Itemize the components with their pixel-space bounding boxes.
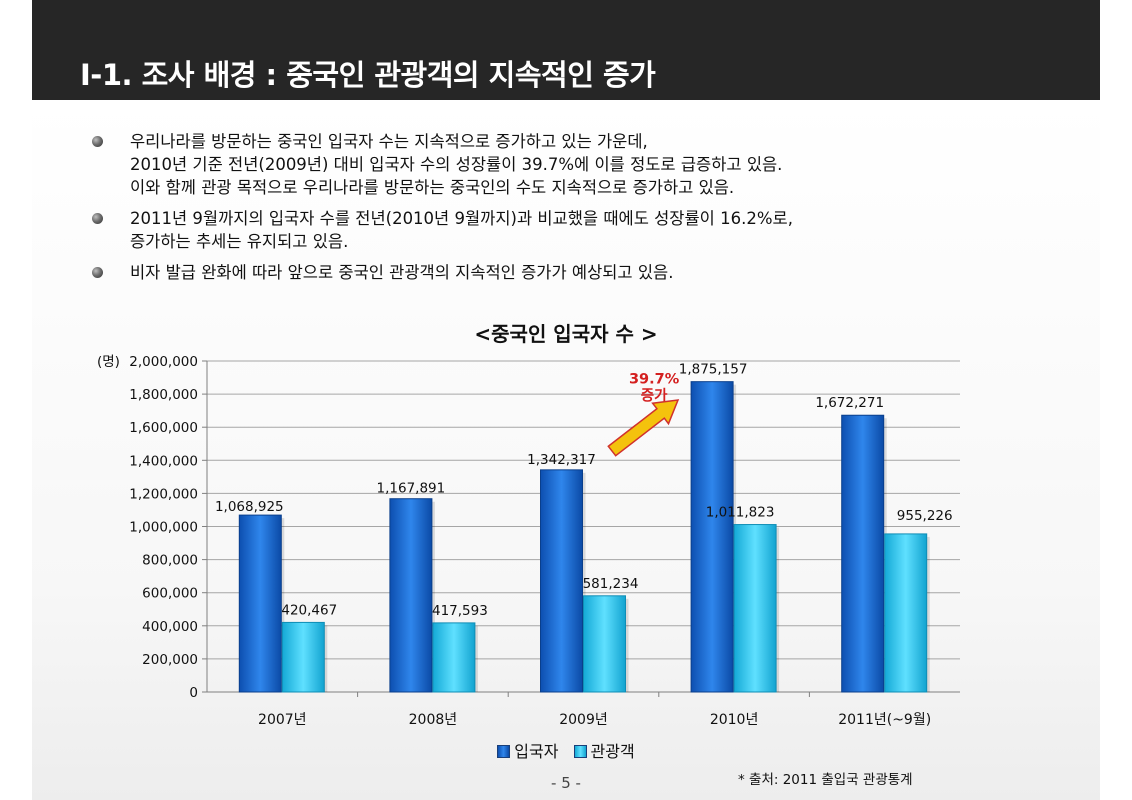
growth-annotation-label: 증가 xyxy=(641,388,668,405)
y-tick-label: 1,600,000 xyxy=(129,420,198,436)
y-tick-label: 1,400,000 xyxy=(129,453,198,469)
legend-swatch-icon xyxy=(573,745,587,758)
data-label: 955,226 xyxy=(897,508,953,524)
legend-label: 입국자 xyxy=(514,742,559,761)
data-label: 420,467 xyxy=(281,602,337,618)
bullet-text: 이와 함께 관광 목적으로 우리나라를 방문하는 중국인의 수도 지속적으로 증… xyxy=(130,178,735,197)
y-tick-label: 600,000 xyxy=(142,586,198,602)
bullet-item: 우리나라를 방문하는 중국인 입국자 수는 지속적으로 증가하고 있는 가운데,… xyxy=(86,130,1086,199)
y-tick-label: 800,000 xyxy=(142,553,198,569)
y-tick-label: 1,200,000 xyxy=(129,486,198,502)
bullet-item: 2011년 9월까지의 입국자 수를 전년(2010년 9월까지)과 비교했을 … xyxy=(86,207,1086,253)
y-tick-label: 400,000 xyxy=(142,619,198,635)
bullet-text: 증가하는 추세는 유지되고 있음. xyxy=(130,232,349,251)
growth-arrow-icon xyxy=(607,399,680,457)
chart-legend: 입국자 관광객 xyxy=(0,738,1132,762)
bar xyxy=(281,621,325,693)
legend-item: 입국자 xyxy=(497,738,558,762)
growth-annotation-value: 39.7% xyxy=(629,372,680,388)
bar xyxy=(238,514,282,693)
data-label: 581,234 xyxy=(583,576,639,592)
page-number: - 5 - xyxy=(551,774,581,792)
bar xyxy=(690,381,734,693)
bar xyxy=(841,414,885,693)
source-note: * 출처: 2011 출입국 관광통계 xyxy=(738,772,913,788)
x-tick-label: 2010년 xyxy=(710,712,759,728)
bullet-dot-icon xyxy=(92,267,103,278)
bullet-text: 2010년 기준 전년(2009년) 대비 입국자 수의 성장률이 39.7%에… xyxy=(130,155,783,174)
bar xyxy=(583,595,626,693)
slide-header: Ⅰ-1. 조사 배경 : 중국인 관광객의 지속적인 증가 xyxy=(32,0,1100,100)
data-label: 1,167,891 xyxy=(377,481,446,497)
data-label: 1,011,823 xyxy=(706,505,775,521)
x-tick-label: 2007년 xyxy=(258,712,307,728)
slide-title: Ⅰ-1. 조사 배경 : 중국인 관광객의 지속적인 증가 xyxy=(80,58,656,92)
data-label: 1,672,271 xyxy=(815,395,884,411)
y-tick-label: 0 xyxy=(189,685,198,701)
bullet-text: 비자 발급 완화에 따라 앞으로 중국인 관광객의 지속적인 증가가 예상되고 … xyxy=(130,263,674,282)
legend-swatch-icon xyxy=(497,745,511,758)
bullet-list: 우리나라를 방문하는 중국인 입국자 수는 지속적으로 증가하고 있는 가운데,… xyxy=(86,130,1086,292)
y-axis-unit-label: (명) xyxy=(97,354,120,370)
bar xyxy=(884,533,928,693)
x-tick-label: 2008년 xyxy=(409,712,458,728)
bullet-text: 2011년 9월까지의 입국자 수를 전년(2010년 9월까지)과 비교했을 … xyxy=(130,209,793,228)
bullet-item: 비자 발급 완화에 따라 앞으로 중국인 관광객의 지속적인 증가가 예상되고 … xyxy=(86,261,1086,284)
legend-item: 관광객 xyxy=(573,738,635,762)
bullet-text: 우리나라를 방문하는 중국인 입국자 수는 지속적으로 증가하고 있는 가운데, xyxy=(130,132,648,151)
bar xyxy=(432,622,476,693)
x-tick-label: 2009년 xyxy=(559,712,608,728)
bullet-dot-icon xyxy=(92,136,103,147)
data-label: 1,342,317 xyxy=(527,452,596,468)
data-label: 1,875,157 xyxy=(679,362,748,378)
data-label: 417,593 xyxy=(432,603,488,619)
x-tick-label: 2011년(~9월) xyxy=(838,712,931,728)
y-tick-label: 2,000,000 xyxy=(129,354,198,370)
data-label: 1,068,925 xyxy=(215,499,284,515)
legend-label: 관광객 xyxy=(590,742,635,761)
bullet-dot-icon xyxy=(92,213,103,224)
chart-title: <중국인 입국자 수 > xyxy=(474,322,658,346)
y-tick-label: 1,000,000 xyxy=(129,520,198,536)
y-tick-label: 200,000 xyxy=(142,652,198,668)
bar xyxy=(540,469,583,693)
y-tick-label: 1,800,000 xyxy=(129,387,198,403)
bar xyxy=(733,524,777,693)
bar xyxy=(389,498,433,693)
